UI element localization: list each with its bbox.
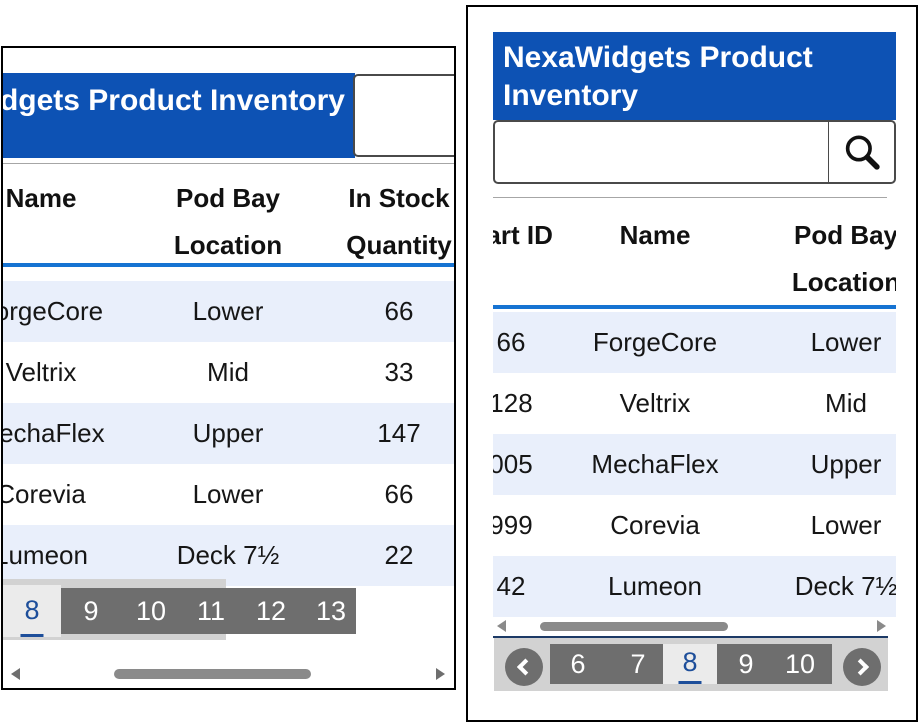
cell-name: Veltrix: [5, 357, 77, 387]
page-buttons-block: [61, 588, 356, 634]
cell-part-id: 999: [493, 510, 533, 540]
search-bar: [493, 120, 896, 184]
current-page-tile: [3, 585, 61, 637]
cell-location: Lower: [192, 479, 264, 509]
column-header-name: Name: [5, 183, 77, 213]
page-button[interactable]: 10: [784, 649, 816, 679]
table-row: [3, 525, 454, 586]
cell-name: Corevia: [3, 479, 86, 509]
page-button[interactable]: 6: [570, 649, 586, 679]
magnifier-icon: [845, 135, 880, 170]
cell-location: Lower: [192, 296, 264, 326]
cell-part-id: 66: [496, 327, 526, 357]
search-button[interactable]: [828, 122, 894, 182]
page-buttons-block: [550, 644, 663, 684]
cell-name: Lumeon: [3, 540, 88, 570]
page-title: NexaWidgets Product Inventory: [3, 73, 355, 158]
header-underline: [493, 305, 896, 309]
cell-name: ForgeCore: [592, 327, 718, 357]
page-buttons-block: [717, 644, 832, 684]
page-button[interactable]: 12: [255, 596, 287, 626]
table-row: [3, 403, 454, 464]
previous-page-button[interactable]: [505, 648, 543, 686]
cell-location: Lower: [810, 510, 882, 540]
chevron-left-icon: [516, 658, 534, 676]
table-row: [493, 312, 896, 373]
cell-location: Mid: [825, 388, 867, 418]
search-input[interactable]: [495, 122, 828, 182]
horizontal-scrollbar-thumb[interactable]: [114, 669, 311, 679]
column-header-part-id: Part ID: [493, 220, 553, 250]
page-button[interactable]: 7: [630, 649, 646, 679]
cell-name: Lumeon: [608, 571, 702, 601]
chevron-right-icon: [852, 658, 870, 676]
table-row: [493, 556, 896, 617]
cell-name: MechaFlex: [591, 449, 719, 479]
page-button[interactable]: 9: [738, 649, 754, 679]
header-underline: [3, 263, 454, 267]
cell-quantity: 33: [384, 357, 414, 387]
cell-name: ForgeCore: [3, 296, 104, 326]
cell-part-id: 128: [493, 388, 533, 418]
right-browser-window: NexaWidgets Product Inventory Part ID Na…: [466, 5, 918, 722]
cell-name: Corevia: [610, 510, 700, 540]
cell-part-id: 005: [493, 449, 533, 479]
cell-location: Deck 7½: [176, 540, 280, 570]
cell-quantity: 22: [384, 540, 414, 570]
column-header-name: Name: [619, 220, 691, 250]
left-viewport: NexaWidgets Product Inventory Name Pod B…: [3, 48, 454, 688]
page-button[interactable]: 10: [135, 596, 167, 626]
column-header-pod-bay-location: Pod Bay Location: [173, 183, 283, 260]
column-header-pod-bay-location: Pod Bay Location: [791, 220, 896, 297]
divider: [493, 197, 887, 198]
cell-quantity: 66: [384, 296, 414, 326]
horizontal-scrollbar-thumb[interactable]: [540, 622, 728, 631]
table-row: [493, 434, 896, 495]
scroll-left-arrow[interactable]: [497, 620, 506, 632]
right-viewport: NexaWidgets Product Inventory Part ID Na…: [493, 7, 896, 720]
cell-quantity: 66: [384, 479, 414, 509]
scroll-right-arrow[interactable]: [877, 620, 886, 632]
divider: [3, 163, 454, 164]
cell-name: MechaFlex: [3, 418, 105, 448]
cell-part-id: 42: [496, 571, 526, 601]
page-button-current[interactable]: 8: [678, 645, 702, 684]
page-title: NexaWidgets Product Inventory: [493, 32, 896, 120]
cell-location: Deck 7½: [794, 571, 896, 601]
cell-name: Veltrix: [619, 388, 691, 418]
page-button-current[interactable]: 8: [20, 588, 44, 637]
next-page-button[interactable]: [843, 648, 881, 686]
column-header-in-stock-quantity: In Stock Quantity: [346, 183, 452, 260]
scroll-right-arrow[interactable]: [436, 668, 445, 680]
current-page-tile: [663, 644, 717, 684]
table-row: [3, 281, 454, 342]
left-browser-window: NexaWidgets Product Inventory Name Pod B…: [1, 46, 456, 690]
search-input[interactable]: [353, 74, 454, 157]
page-button[interactable]: 11: [196, 596, 226, 626]
cell-quantity: 147: [377, 418, 421, 448]
page-button[interactable]: 13: [315, 596, 347, 626]
pager-top-border: [493, 636, 888, 638]
cell-location: Mid: [207, 357, 249, 387]
cell-location: Upper: [810, 449, 882, 479]
cell-location: Upper: [192, 418, 264, 448]
scroll-left-arrow[interactable]: [11, 668, 20, 680]
cell-location: Lower: [810, 327, 882, 357]
page-button[interactable]: 9: [83, 596, 99, 626]
